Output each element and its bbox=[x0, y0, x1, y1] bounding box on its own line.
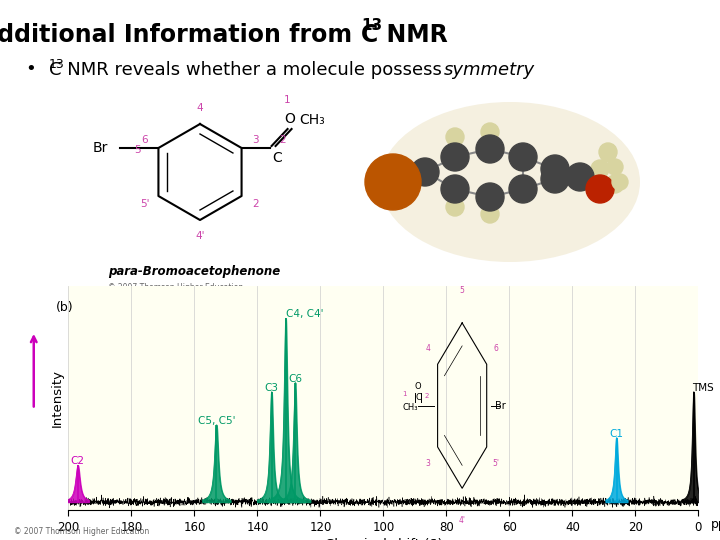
X-axis label: Chemical shift (δ): Chemical shift (δ) bbox=[325, 538, 442, 540]
Text: Additional Information from: Additional Information from bbox=[0, 23, 360, 47]
Text: 2: 2 bbox=[424, 393, 428, 399]
Text: 4': 4' bbox=[195, 231, 204, 241]
Circle shape bbox=[441, 143, 469, 171]
Circle shape bbox=[365, 154, 421, 210]
Text: C NMR: C NMR bbox=[361, 23, 448, 47]
Text: TMS: TMS bbox=[692, 383, 714, 393]
Text: © 2007 Thomson Higher Education: © 2007 Thomson Higher Education bbox=[108, 282, 243, 292]
Ellipse shape bbox=[380, 102, 640, 262]
Text: C3: C3 bbox=[264, 383, 279, 393]
Text: 2: 2 bbox=[252, 199, 258, 209]
Text: 3: 3 bbox=[426, 458, 431, 468]
Text: 3: 3 bbox=[252, 135, 258, 145]
Text: 5': 5' bbox=[140, 199, 149, 209]
Circle shape bbox=[509, 175, 537, 203]
Text: 6: 6 bbox=[494, 343, 499, 353]
Text: © 2007 Thomson Higher Education: © 2007 Thomson Higher Education bbox=[14, 526, 150, 536]
Text: symmetry: symmetry bbox=[444, 61, 535, 79]
Text: •: • bbox=[25, 59, 36, 78]
Circle shape bbox=[446, 198, 464, 216]
Text: 5: 5 bbox=[459, 286, 464, 295]
Circle shape bbox=[599, 143, 617, 161]
Text: Br: Br bbox=[495, 401, 506, 410]
Text: para-Bromoacetophenone: para-Bromoacetophenone bbox=[108, 266, 280, 279]
Text: 1: 1 bbox=[284, 95, 291, 105]
Text: O: O bbox=[284, 112, 295, 126]
Circle shape bbox=[541, 165, 569, 193]
Circle shape bbox=[586, 175, 614, 203]
Text: C4, C4': C4, C4' bbox=[286, 309, 323, 319]
Text: C5, C5': C5, C5' bbox=[198, 416, 235, 426]
Circle shape bbox=[600, 146, 616, 162]
Circle shape bbox=[476, 135, 504, 163]
Text: CH₃: CH₃ bbox=[402, 403, 418, 412]
Circle shape bbox=[411, 158, 439, 186]
Text: 2: 2 bbox=[279, 135, 286, 145]
Circle shape bbox=[441, 175, 469, 203]
Circle shape bbox=[481, 123, 499, 141]
Text: C1: C1 bbox=[610, 429, 624, 438]
Text: 5: 5 bbox=[135, 145, 141, 155]
Text: 6: 6 bbox=[141, 135, 148, 145]
Text: C2: C2 bbox=[71, 456, 85, 466]
Circle shape bbox=[446, 128, 464, 146]
Text: 4': 4' bbox=[459, 516, 466, 525]
Circle shape bbox=[607, 159, 623, 175]
Text: C: C bbox=[415, 393, 421, 402]
Text: 1: 1 bbox=[402, 392, 407, 397]
Text: C6: C6 bbox=[288, 374, 302, 383]
Text: 13: 13 bbox=[49, 58, 65, 71]
Text: O: O bbox=[415, 382, 421, 391]
Text: C: C bbox=[273, 151, 282, 165]
Text: Br: Br bbox=[93, 141, 109, 155]
Circle shape bbox=[612, 174, 628, 190]
Circle shape bbox=[606, 175, 624, 193]
Text: 4: 4 bbox=[197, 103, 203, 113]
Text: C NMR reveals whether a molecule possess: C NMR reveals whether a molecule possess bbox=[49, 61, 448, 79]
Circle shape bbox=[541, 155, 569, 183]
Circle shape bbox=[509, 143, 537, 171]
Text: 13: 13 bbox=[361, 18, 382, 33]
Text: 4: 4 bbox=[426, 343, 431, 353]
Text: ppm: ppm bbox=[711, 517, 720, 531]
Circle shape bbox=[566, 163, 594, 191]
Circle shape bbox=[481, 205, 499, 223]
Text: CH₃: CH₃ bbox=[300, 113, 325, 127]
Circle shape bbox=[476, 183, 504, 211]
Text: (b): (b) bbox=[55, 301, 73, 314]
Text: 5': 5' bbox=[492, 458, 500, 468]
Y-axis label: Intensity: Intensity bbox=[51, 369, 64, 427]
Circle shape bbox=[591, 160, 609, 178]
